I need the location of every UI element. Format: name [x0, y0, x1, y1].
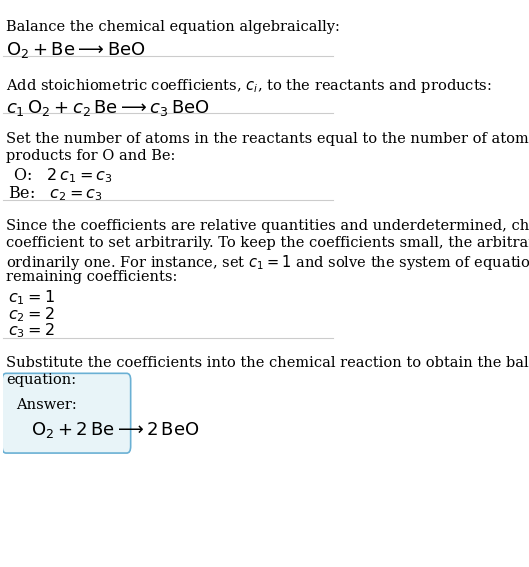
Text: $c_3 = 2$: $c_3 = 2$ — [8, 321, 54, 340]
Text: ordinarily one. For instance, set $c_1 = 1$ and solve the system of equations fo: ordinarily one. For instance, set $c_1 =… — [6, 253, 529, 272]
Text: Add stoichiometric coefficients, $c_i$, to the reactants and products:: Add stoichiometric coefficients, $c_i$, … — [6, 77, 492, 95]
Text: coefficient to set arbitrarily. To keep the coefficients small, the arbitrary va: coefficient to set arbitrarily. To keep … — [6, 236, 529, 251]
Text: remaining coefficients:: remaining coefficients: — [6, 270, 177, 284]
Text: Answer:: Answer: — [16, 398, 77, 412]
Text: Set the number of atoms in the reactants equal to the number of atoms in the: Set the number of atoms in the reactants… — [6, 132, 529, 146]
Text: O:   $2\,c_1 = c_3$: O: $2\,c_1 = c_3$ — [8, 167, 112, 185]
Text: $c_1 = 1$: $c_1 = 1$ — [8, 288, 54, 307]
Text: $c_1\,\mathrm{O_2} + c_2\,\mathrm{Be} \longrightarrow c_3\,\mathrm{BeO}$: $c_1\,\mathrm{O_2} + c_2\,\mathrm{Be} \l… — [6, 98, 210, 118]
Text: Substitute the coefficients into the chemical reaction to obtain the balanced: Substitute the coefficients into the che… — [6, 357, 529, 370]
Text: products for O and Be:: products for O and Be: — [6, 149, 176, 163]
Text: $\mathrm{O_2 + 2\,Be \longrightarrow 2\,BeO}$: $\mathrm{O_2 + 2\,Be \longrightarrow 2\,… — [31, 421, 199, 441]
Text: equation:: equation: — [6, 373, 76, 387]
Text: Balance the chemical equation algebraically:: Balance the chemical equation algebraica… — [6, 20, 340, 33]
FancyBboxPatch shape — [2, 373, 131, 453]
Text: Since the coefficients are relative quantities and underdetermined, choose a: Since the coefficients are relative quan… — [6, 219, 529, 234]
Text: $\mathrm{O_2 + Be \longrightarrow BeO}$: $\mathrm{O_2 + Be \longrightarrow BeO}$ — [6, 40, 146, 61]
Text: $c_2 = 2$: $c_2 = 2$ — [8, 305, 54, 324]
Text: Be:   $c_2 = c_3$: Be: $c_2 = c_3$ — [8, 185, 103, 204]
